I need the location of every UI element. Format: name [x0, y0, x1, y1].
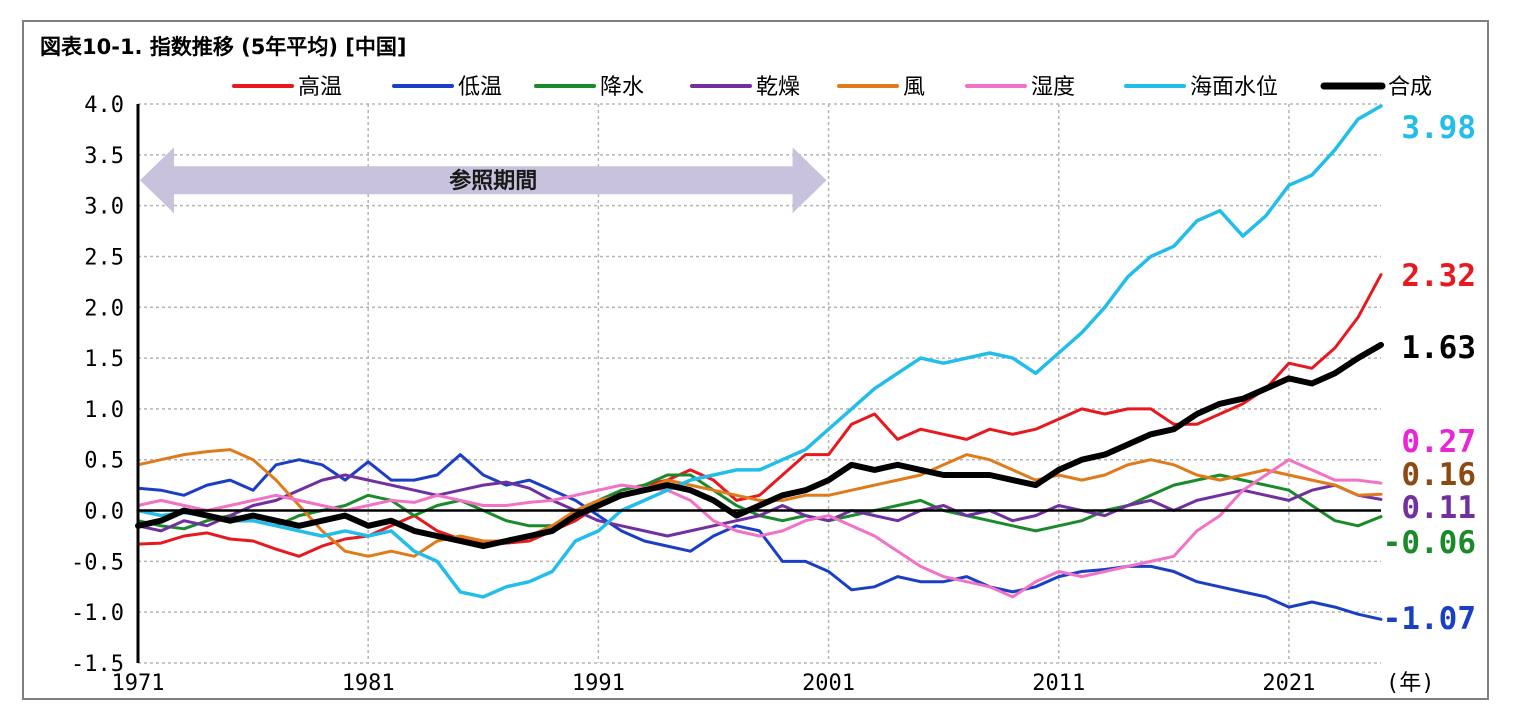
legend-label-風: 風: [903, 75, 925, 100]
end-label-風: 0.16: [1401, 457, 1476, 493]
legend-label-降水: 降水: [600, 75, 644, 100]
y-tick-label: -1.0: [71, 601, 124, 626]
axis-layer: 4.03.53.02.52.01.51.00.50.0-0.5-1.0-1.51…: [71, 93, 1381, 696]
y-tick-label: 1.5: [84, 347, 124, 372]
series-line-合成: [135, 341, 1384, 550]
x-tick-label: 1981: [342, 671, 395, 696]
x-unit-label: (年): [1386, 671, 1435, 696]
y-tick-label: 0.5: [84, 449, 124, 474]
y-tick-label: 3.0: [84, 195, 124, 220]
legend-label-低温: 低温: [458, 75, 502, 100]
y-tick-label: 1.0: [84, 398, 124, 423]
y-tick-label: -0.5: [71, 550, 124, 575]
y-tick-label: 2.0: [84, 296, 124, 321]
y-tick-label: 3.5: [84, 144, 124, 169]
y-tick-label: 2.5: [84, 245, 124, 270]
line-chart: 図表10-1. 指数推移 (5年平均) [中国] 参照期間 4.0 3.5 3.0 2…: [40, 35, 1476, 696]
end-label-海面水位: 3.98: [1401, 110, 1476, 146]
y-tick-label: 0.0: [84, 500, 124, 525]
legend-label-乾燥: 乾燥: [756, 75, 800, 100]
x-tick-label: 2001: [802, 671, 855, 696]
chart-frame: 図表10-1. 指数推移 (5年平均) [中国] 参照期間 4.0 3.5 3.0 2…: [22, 20, 1489, 700]
x-tick-label: 1991: [572, 671, 625, 696]
legend-label-合成: 合成: [1388, 75, 1432, 100]
series-line-海面水位: [136, 104, 1383, 599]
end-labels: 2.32 -1.07 -0.060.110.160.27 3.98 1.63: [1383, 110, 1476, 637]
reference-period-arrow: [140, 147, 827, 214]
y-tick-label: -1.5: [71, 652, 124, 677]
end-label-低温: -1.07: [1383, 601, 1476, 637]
legend-label-高温: 高温: [298, 75, 342, 100]
series-line-低温: [136, 453, 1383, 621]
legend-label-海面水位: 海面水位: [1190, 75, 1278, 100]
x-tick-label: 2011: [1032, 671, 1085, 696]
series-line-風: [136, 448, 1383, 558]
end-label-湿度: 0.27: [1401, 424, 1476, 460]
legend: 高温 低温 降水 乾燥 風 湿度 海面水位 合成: [232, 75, 1432, 100]
end-label-降水: -0.06: [1383, 525, 1476, 561]
reference-period: 参照期間: [140, 147, 827, 214]
end-label-合成: 1.63: [1401, 330, 1476, 366]
y-tick-label: 4.0: [84, 93, 124, 118]
x-tick-label: 1971: [112, 671, 165, 696]
series-line-高温: [136, 273, 1383, 558]
end-label-乾燥: 0.11: [1401, 490, 1476, 526]
chart-title: 図表10-1. 指数推移 (5年平均) [中国]: [40, 35, 406, 59]
legend-label-湿度: 湿度: [1031, 75, 1075, 100]
x-tick-label: 2021: [1262, 671, 1315, 696]
reference-period-label: 参照期間: [449, 168, 537, 194]
end-label-高温: 2.32: [1401, 258, 1476, 294]
